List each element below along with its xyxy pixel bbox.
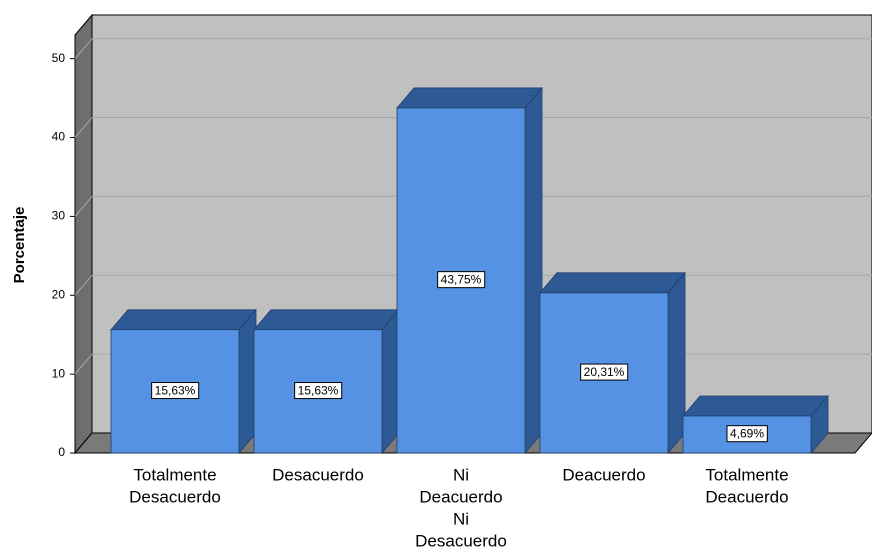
value-label: 15,63% xyxy=(155,384,196,398)
x-tick-label: Desacuerdo xyxy=(129,487,221,506)
x-tick-label: Desacuerdo xyxy=(415,531,507,550)
bar-side xyxy=(667,271,686,455)
x-tick-label: Deacuerdo xyxy=(562,465,645,484)
value-label: 15,63% xyxy=(298,384,339,398)
x-tick-label: Desacuerdo xyxy=(272,465,364,484)
grid-line xyxy=(74,274,93,296)
bars: 15,63% Totalmente Desacuerdo 15,63% Desacuer… xyxy=(110,86,829,550)
value-label-box xyxy=(726,425,768,443)
value-label: 20,31% xyxy=(584,365,625,379)
side-wall xyxy=(74,13,93,455)
y-tick-label: 0 xyxy=(58,445,65,459)
x-tick-label: Totalmente xyxy=(705,465,788,484)
bar-top xyxy=(396,87,543,109)
bar-top xyxy=(539,272,686,294)
value-label-box xyxy=(151,382,200,400)
value-label-box xyxy=(294,382,343,400)
y-tick-label: 10 xyxy=(52,366,66,380)
bar-side xyxy=(381,308,400,455)
bar-top xyxy=(253,309,400,331)
y-tick-label: 30 xyxy=(52,209,66,223)
grid-line xyxy=(74,196,93,217)
grid-line xyxy=(74,38,93,59)
value-label-box xyxy=(437,271,486,289)
bar-side xyxy=(238,308,257,455)
bar-top xyxy=(110,309,257,331)
value-label-box xyxy=(580,363,629,381)
bar-side xyxy=(524,86,543,455)
value-label: 4,69% xyxy=(730,427,764,441)
y-tick-label: 40 xyxy=(52,130,66,144)
value-label: 43,75% xyxy=(441,273,482,287)
x-tick-label: Deacuerdo xyxy=(419,487,502,506)
x-tick-label: Deacuerdo xyxy=(705,487,788,506)
y-tick-label: 50 xyxy=(52,51,66,65)
grid-line xyxy=(74,117,93,138)
y-tick-label: 20 xyxy=(52,287,66,301)
x-tick-label: Ni xyxy=(453,465,469,484)
y-axis-label: Porcentaje xyxy=(11,207,28,284)
x-tick-label: Totalmente xyxy=(133,465,216,484)
grid-line xyxy=(74,353,93,375)
bar-top xyxy=(682,395,829,417)
x-tick-label: Ni xyxy=(453,509,469,528)
